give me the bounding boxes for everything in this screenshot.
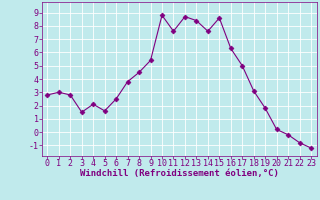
X-axis label: Windchill (Refroidissement éolien,°C): Windchill (Refroidissement éolien,°C) xyxy=(80,169,279,178)
